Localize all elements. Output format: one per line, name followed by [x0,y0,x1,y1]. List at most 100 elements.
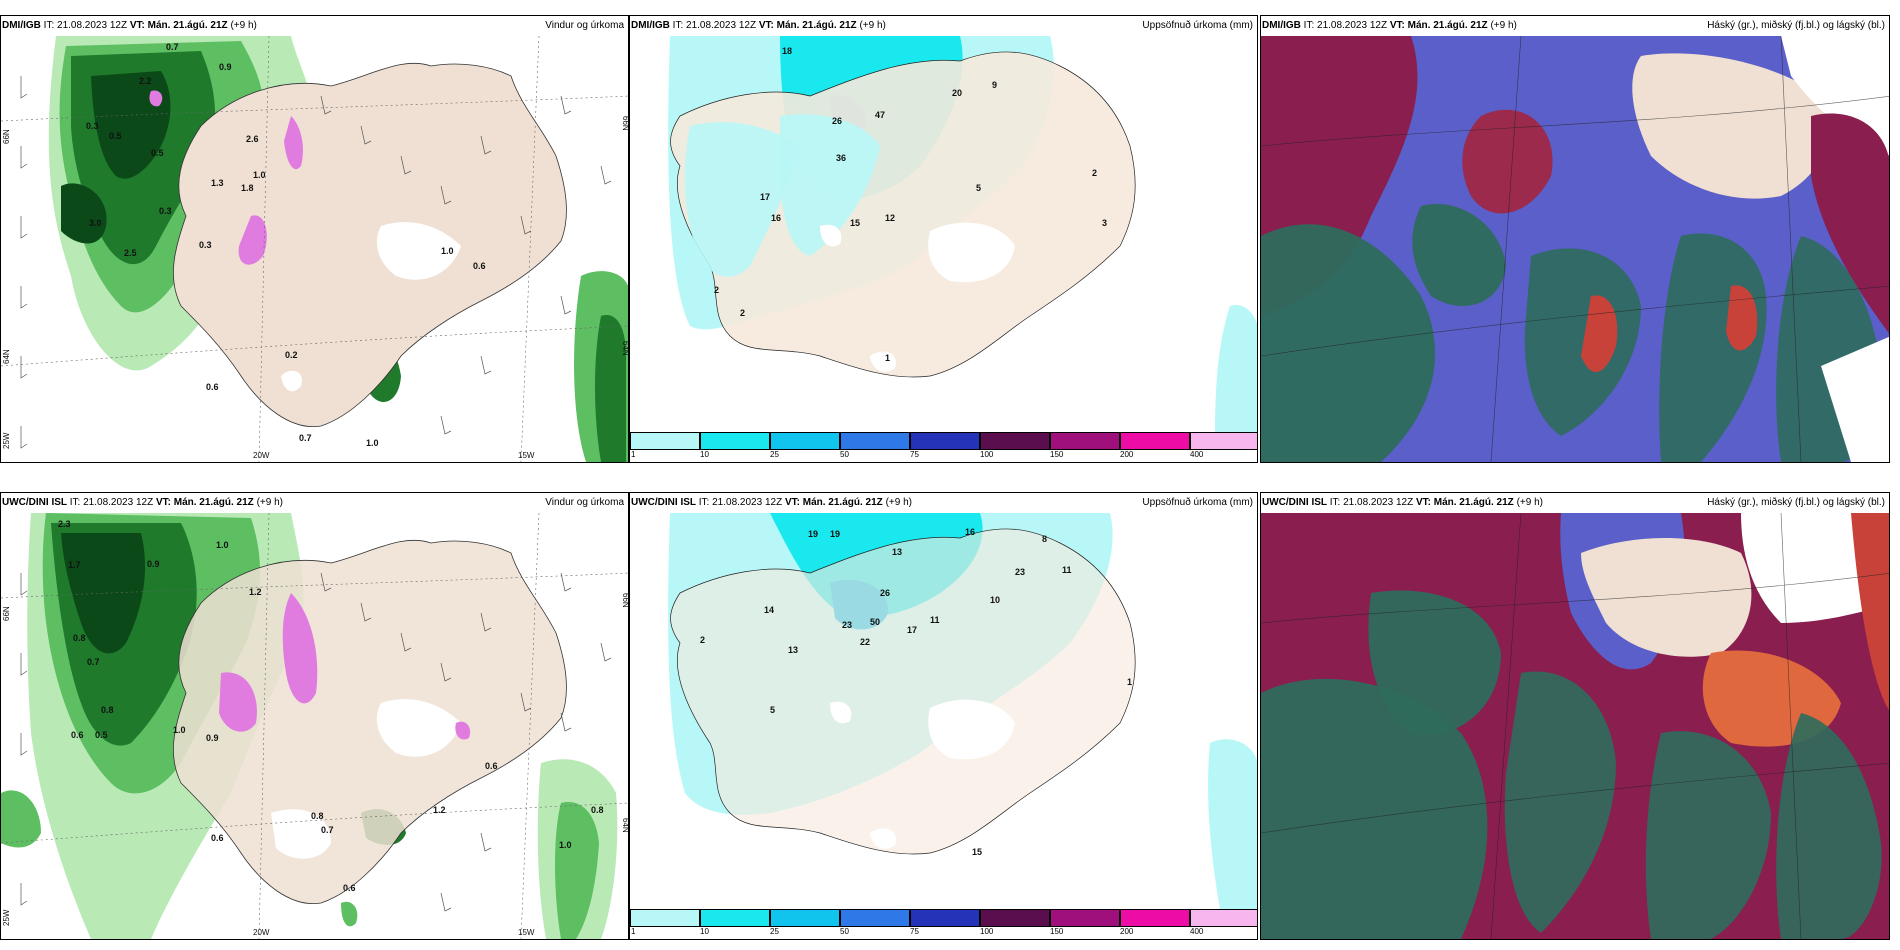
map-panel-dmi-wind: DMI/IGB IT: 21.08.2023 12Z VT: Mán. 21.á… [0,15,629,463]
panel-title: Vindur og úrkoma [545,20,624,31]
colorbar-label: 75 [910,450,919,459]
svg-text:3.0: 3.0 [89,218,102,228]
panel-title: Uppsöfnuð úrkoma (mm) [1142,20,1253,31]
model-name: DMI/IGB [1262,20,1301,31]
colorbar-cell [840,432,910,450]
svg-text:1.0: 1.0 [441,246,454,256]
valid-time: VT: Mán. 21.ágú. 21Z [129,20,228,31]
svg-text:0.5: 0.5 [95,730,108,740]
svg-text:0.7: 0.7 [166,42,179,52]
svg-text:50: 50 [870,617,880,627]
map-area[interactable] [1261,513,1889,939]
svg-text:11: 11 [1062,565,1072,575]
map-area[interactable]: 19 19 16 13 8 11 26 23 22 50 17 11 14 13… [630,513,1257,939]
colorbar-cell [1120,909,1190,927]
colorbar-label: 150 [1050,450,1064,459]
colorbar-label: 50 [840,450,849,459]
colorbar-cell [840,909,910,927]
cloud-cover-map [1261,36,1889,462]
svg-text:2: 2 [740,308,745,318]
panel-header: UWC/DINI ISL IT: 21.08.2023 12Z VT: Mán.… [1261,493,1889,513]
svg-text:0.8: 0.8 [311,811,324,821]
svg-text:15W: 15W [518,451,535,460]
map-area[interactable]: 0.7 0.9 2.2 0.3 0.5 2.6 1.0 3.0 2.5 0.3 … [1,36,628,462]
colorbar-label: 25 [770,450,779,459]
svg-text:25W: 25W [2,909,11,926]
svg-text:1.2: 1.2 [433,805,446,815]
accum-precip-map: 19 19 16 13 8 11 26 23 22 50 17 11 14 13… [630,513,1257,909]
svg-text:16: 16 [965,527,975,537]
svg-text:9: 9 [992,80,997,90]
svg-text:20W: 20W [253,928,270,937]
model-name: UWC/DINI ISL [1262,497,1327,508]
svg-text:26: 26 [832,116,842,126]
init-time: IT: 21.08.2023 12Z [1303,20,1388,31]
colorbar: 1 10 25 50 75 100 150 200 400 [630,909,1257,937]
colorbar-label: 50 [840,927,849,936]
colorbar-cell [1050,909,1120,927]
svg-text:20: 20 [952,88,962,98]
colorbar-cell [700,909,770,927]
colorbar-label: 150 [1050,927,1064,936]
accum-precip-map: 18 26 47 20 9 36 17 16 15 12 5 2 2 1 2 3 [630,36,1257,432]
model-name: DMI/IGB [631,20,670,31]
svg-text:0.3: 0.3 [199,240,212,250]
svg-text:1.0: 1.0 [216,540,229,550]
lead-time: (+9 h) [256,497,283,508]
svg-text:0.7: 0.7 [321,825,334,835]
svg-text:66N: 66N [2,129,11,144]
colorbar-cell [630,432,700,450]
svg-text:19: 19 [808,529,818,539]
colorbar: 1 10 25 50 75 100 150 200 400 [630,432,1257,460]
svg-text:64N: 64N [2,349,11,364]
map-area[interactable]: 2.3 1.7 1.0 0.9 1.2 0.8 0.7 0.5 0.6 0.8 … [1,513,629,939]
svg-text:0.7: 0.7 [87,657,100,667]
colorbar-label: 10 [700,450,709,459]
svg-text:0.5: 0.5 [151,148,164,158]
valid-time: VT: Mán. 21.ágú. 21Z [758,20,857,31]
panel-header: DMI/IGB IT: 21.08.2023 12Z VT: Mán. 21.á… [1261,16,1889,36]
svg-text:1.0: 1.0 [173,725,186,735]
panel-header: DMI/IGB IT: 21.08.2023 12Z VT: Mán. 21.á… [630,16,1257,36]
valid-time: VT: Mán. 21.ágú. 21Z [1389,20,1488,31]
svg-text:2.5: 2.5 [124,248,137,258]
svg-text:0.8: 0.8 [591,805,604,815]
model-name: UWC/DINI ISL [631,497,696,508]
colorbar-label: 10 [700,927,709,936]
panel-header: UWC/DINI ISL IT: 21.08.2023 12Z VT: Mán.… [1,493,628,513]
svg-text:66N: 66N [621,593,629,608]
svg-text:0.6: 0.6 [473,261,486,271]
map-area[interactable] [1261,36,1889,462]
svg-text:13: 13 [892,547,902,557]
panel-header: DMI/IGB IT: 21.08.2023 12Z VT: Mán. 21.á… [1,16,628,36]
wind-precip-map: 0.7 0.9 2.2 0.3 0.5 2.6 1.0 3.0 2.5 0.3 … [1,36,628,462]
map-area[interactable]: 18 26 47 20 9 36 17 16 15 12 5 2 2 1 2 3 [630,36,1257,462]
init-time: IT: 21.08.2023 12Z [43,20,128,31]
svg-text:2.6: 2.6 [246,134,259,144]
valid-time: VT: Mán. 21.ágú. 21Z [155,497,254,508]
svg-text:22: 22 [860,637,870,647]
init-time: IT: 21.08.2023 12Z [698,497,783,508]
svg-text:0.2: 0.2 [285,350,298,360]
svg-text:1.3: 1.3 [211,178,224,188]
svg-text:2: 2 [714,285,719,295]
svg-text:10: 10 [990,595,1000,605]
svg-text:17: 17 [907,625,917,635]
init-time: IT: 21.08.2023 12Z [69,497,154,508]
colorbar-label: 100 [980,450,994,459]
svg-text:13: 13 [788,645,798,655]
svg-text:16: 16 [771,213,781,223]
panel-title: Uppsöfnuð úrkoma (mm) [1142,497,1253,508]
map-panel-uwc-accum: UWC/DINI ISL IT: 21.08.2023 12Z VT: Mán.… [629,492,1258,940]
svg-text:47: 47 [875,110,885,120]
svg-text:5: 5 [770,705,775,715]
colorbar-cell [700,432,770,450]
map-panel-uwc-wind: UWC/DINI ISL IT: 21.08.2023 12Z VT: Mán.… [0,492,629,940]
colorbar-label: 75 [910,927,919,936]
panel-title: Háský (gr.), miðský (fj.bl.) og lágský (… [1707,20,1885,31]
svg-text:0.3: 0.3 [86,121,99,131]
colorbar-cell [980,432,1050,450]
svg-text:0.9: 0.9 [219,62,232,72]
colorbar-cell [1190,432,1257,450]
colorbar-label: 1 [631,927,636,936]
